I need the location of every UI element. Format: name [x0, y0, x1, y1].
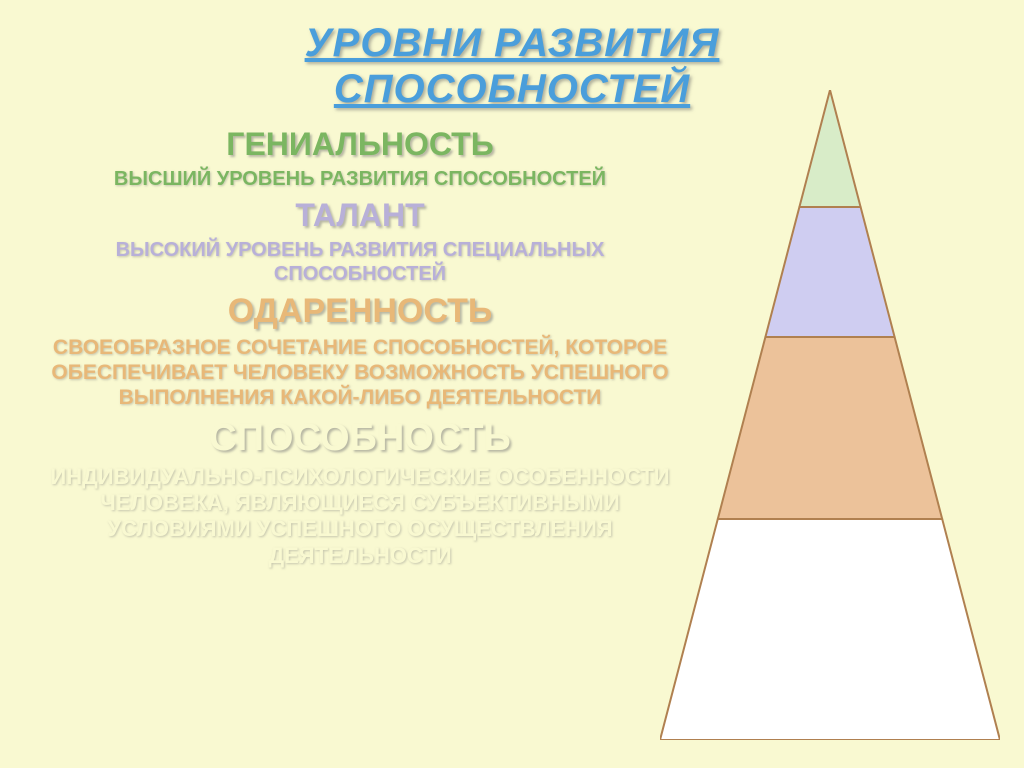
pyramid-diagram	[660, 90, 1000, 740]
pyramid-tier-2	[765, 207, 894, 337]
pyramid-tier-4	[660, 519, 1000, 740]
level1-heading: ГЕНИАЛЬНОСТЬ	[0, 126, 720, 163]
level4-desc: ИНДИВИДУАЛЬНО-ПСИХОЛОГИЧЕСКИЕ ОСОБЕННОСТ…	[0, 464, 720, 570]
title-line1: УРОВНИ РАЗВИТИЯ	[305, 21, 720, 65]
level3-desc: СВОЕОБРАЗНОЕ СОЧЕТАНИЕ СПОСОБНОСТЕЙ, КОТ…	[0, 335, 720, 411]
level3-heading: ОДАРЕННОСТЬ	[0, 292, 720, 331]
pyramid-tier-3	[718, 337, 942, 519]
level2-desc: ВЫСОКИЙ УРОВЕНЬ РАЗВИТИЯ СПЕЦИАЛЬНЫХ СПО…	[0, 238, 720, 286]
level4-heading: СПОСОБНОСТЬ	[0, 417, 720, 460]
level1-desc: ВЫСШИЙ УРОВЕНЬ РАЗВИТИЯ СПОСОБНОСТЕЙ	[0, 167, 720, 191]
title-line2: СПОСОБНОСТЕЙ	[334, 67, 690, 111]
pyramid-tier-1	[799, 90, 860, 207]
level2-heading: ТАЛАНТ	[0, 197, 720, 234]
levels-text: ГЕНИАЛЬНОСТЬ ВЫСШИЙ УРОВЕНЬ РАЗВИТИЯ СПО…	[0, 120, 720, 569]
